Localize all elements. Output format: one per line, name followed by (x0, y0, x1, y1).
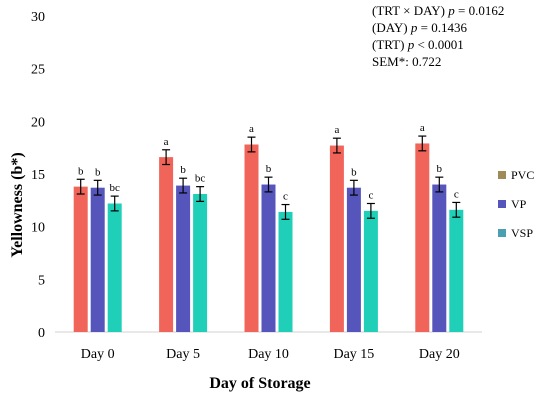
stats-trt-day-p: p (447, 3, 455, 18)
significance-label: c (283, 191, 288, 203)
stats-trt-day-prefix: (TRT × DAY) (372, 3, 448, 18)
x-tick-label: Day 0 (81, 347, 115, 362)
significance-label: bc (195, 173, 206, 185)
significance-label: b (351, 166, 357, 178)
stats-trt-p: p (407, 37, 415, 52)
legend-swatch-pvc (498, 171, 506, 179)
bar-vsp (363, 210, 378, 332)
legend-label-vp: VP (511, 197, 527, 211)
bar-vp (176, 185, 191, 332)
significance-label: a (249, 123, 254, 135)
stats-trt-value: < 0.0001 (414, 37, 464, 52)
y-tick-label: 25 (31, 63, 45, 78)
significance-label: b (180, 164, 186, 176)
bar-vp (432, 184, 447, 332)
x-axis-title: Day of Storage (209, 375, 310, 392)
stats-annotation: (TRT × DAY) p = 0.0162 (DAY) p = 0.1436 … (372, 3, 504, 69)
significance-label: a (164, 136, 169, 148)
bar-pvc (244, 144, 259, 332)
significance-label: a (334, 124, 339, 136)
significance-label: b (95, 166, 101, 178)
bar-pvc (415, 143, 430, 332)
legend-label-vsp: VSP (511, 226, 533, 240)
y-tick-label: 10 (31, 221, 45, 236)
stats-day: (DAY) p = 0.1436 (372, 20, 467, 35)
stats-trt-day: (TRT × DAY) p = 0.0162 (372, 3, 504, 18)
significance-label: bc (110, 182, 121, 194)
bar-vp (261, 184, 276, 332)
bar-vsp (107, 203, 122, 332)
significance-label: a (420, 122, 425, 134)
legend-label-pvc: PVC (511, 168, 534, 182)
bar-vsp (193, 194, 208, 332)
bar-vp (90, 187, 105, 332)
y-tick-label: 30 (31, 10, 45, 25)
stats-trt: (TRT) p < 0.0001 (372, 37, 464, 52)
bar-pvc (329, 145, 344, 332)
significance-label: c (454, 188, 459, 200)
stats-trt-day-value: = 0.0162 (455, 3, 505, 18)
x-tick-label: Day 5 (166, 347, 200, 362)
y-tick-label: 5 (38, 273, 45, 288)
significance-label: b (78, 165, 84, 177)
significance-label: b (437, 163, 443, 175)
stats-day-value: = 0.1436 (417, 20, 467, 35)
y-tick-label: 20 (31, 115, 45, 130)
y-tick-label: 0 (38, 326, 45, 341)
stats-trt-prefix: (TRT) (372, 37, 408, 52)
bar-vsp (449, 209, 464, 332)
x-tick-label: Day 15 (333, 347, 374, 362)
legend-swatch-vsp (498, 229, 506, 237)
bar-vp (346, 187, 361, 332)
y-tick-label: 15 (31, 168, 45, 183)
stats-sem: SEM*: 0.722 (372, 54, 441, 69)
significance-label: c (368, 189, 373, 201)
stats-day-prefix: (DAY) (372, 20, 411, 35)
legend-swatch-vp (498, 200, 506, 208)
bar-pvc (159, 157, 174, 332)
stats-day-p: p (410, 20, 418, 35)
x-tick-label: Day 20 (419, 347, 460, 362)
x-tick-label: Day 10 (248, 347, 289, 362)
legend: PVC VP VSP (498, 168, 534, 240)
bar-pvc (73, 186, 88, 332)
y-axis-title: Yellowness (b*) (9, 152, 26, 257)
bar-vsp (278, 211, 293, 332)
significance-label: b (266, 163, 272, 175)
